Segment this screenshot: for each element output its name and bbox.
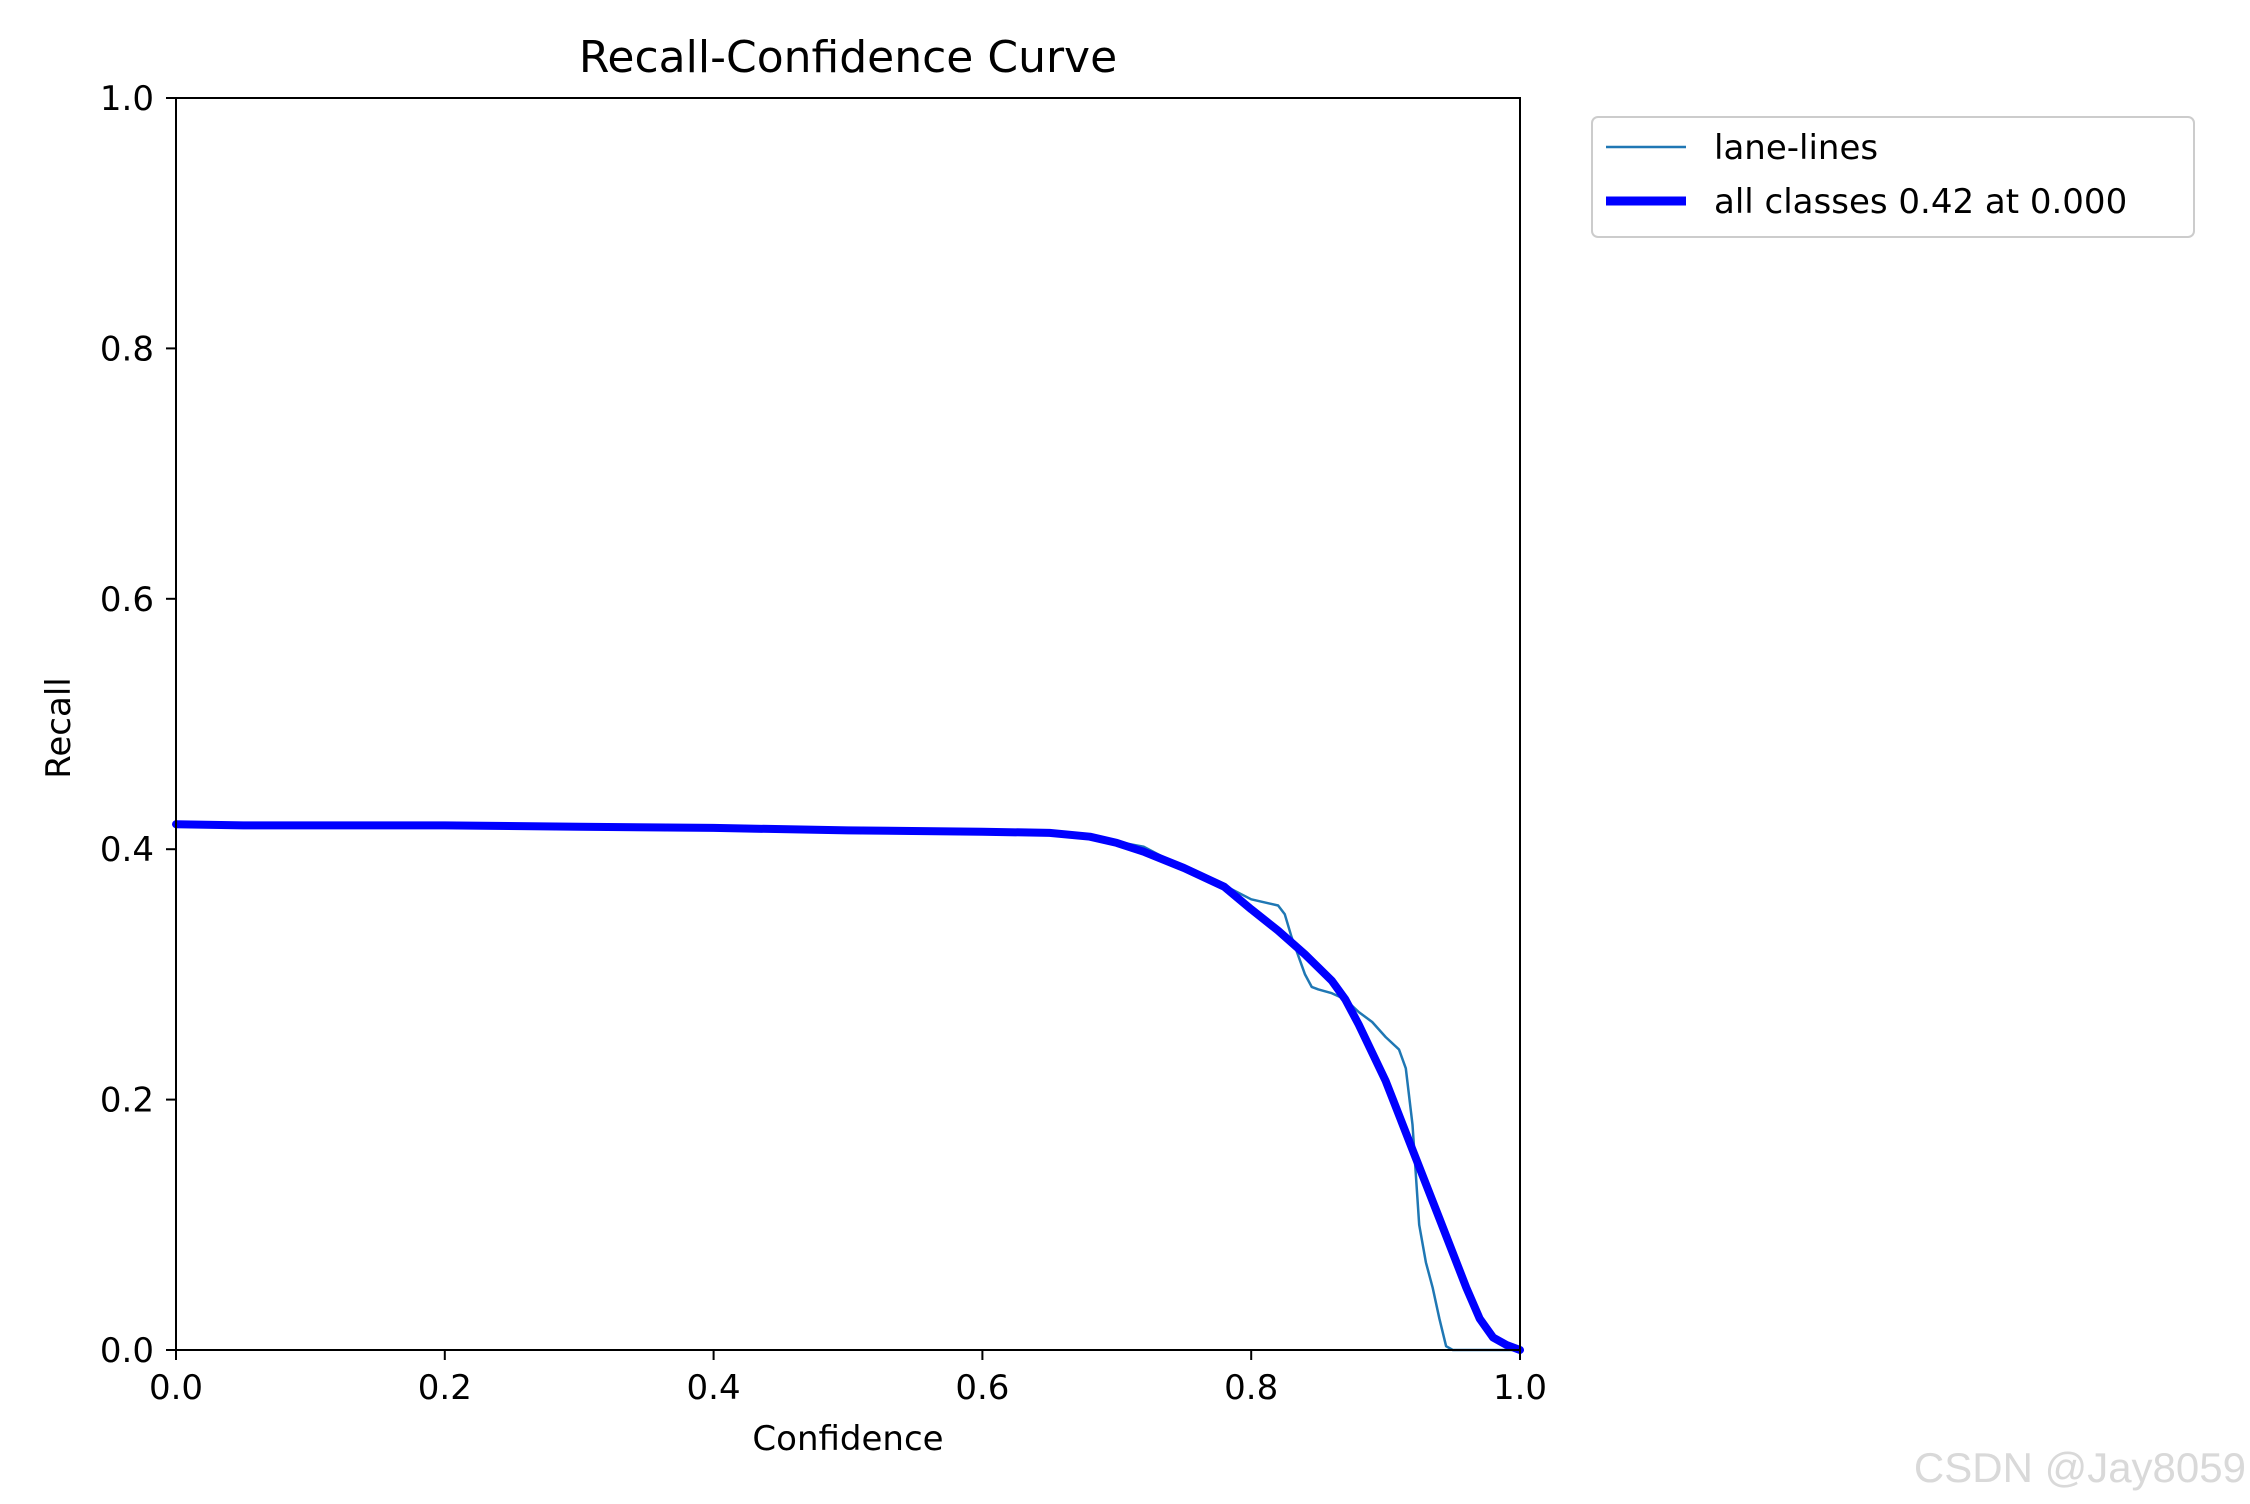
x-tick-label: 0.6: [955, 1368, 1009, 1408]
x-tick-label: 0.8: [1224, 1368, 1278, 1408]
x-tick-label: 0.0: [149, 1368, 203, 1408]
series-line-1: [172, 820, 1524, 1354]
axes-frame: [175, 97, 1521, 1351]
y-tick-label: 0.0: [100, 1331, 154, 1371]
plot-area: 0.0 0.2 0.4 0.6 0.8 1.0 0.0 0.2 0.4 0.6 0.8 1.0: [100, 79, 1547, 1408]
legend-label-lane-lines: lane-lines: [1714, 128, 1878, 168]
legend: lane-lines all classes 0.42 at 0.000: [1591, 116, 2195, 238]
y-tick-label: 1.0: [100, 79, 154, 119]
x-tick-label: 1.0: [1493, 1368, 1547, 1408]
chart-title: Recall-Confidence Curve: [579, 32, 1117, 83]
watermark-text: CSDN @Jay8059: [1913, 1444, 2246, 1491]
legend-label-all-classes: all classes 0.42 at 0.000: [1714, 182, 2127, 222]
y-tick-label: 0.8: [100, 329, 154, 369]
x-tick-label: 0.4: [687, 1368, 741, 1408]
y-tick-label: 0.4: [100, 830, 154, 870]
x-axis-label: Confidence: [752, 1419, 943, 1459]
y-tick-label: 0.2: [100, 1081, 154, 1121]
series-line-0: [174, 822, 1522, 1352]
y-axis-label: Recall: [39, 677, 79, 778]
y-tick-label: 0.6: [100, 580, 154, 620]
x-tick-label: 0.2: [418, 1368, 472, 1408]
legend-frame: [1591, 116, 2195, 238]
